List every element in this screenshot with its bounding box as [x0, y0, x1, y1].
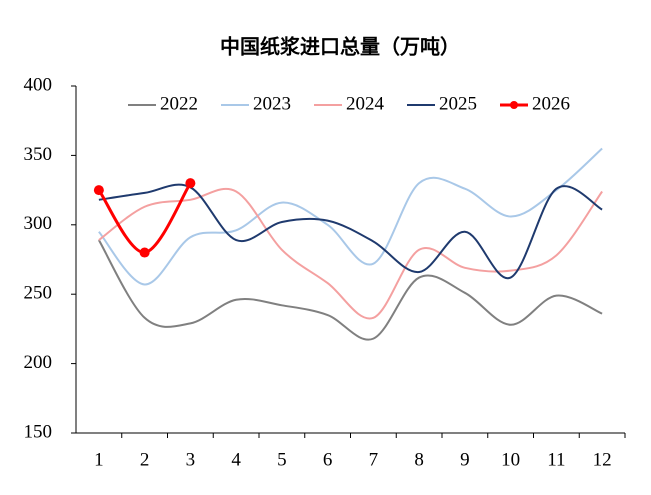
y-tick-label: 300 — [24, 213, 53, 234]
x-tick-label: 1 — [94, 449, 104, 470]
y-tick-label: 400 — [24, 74, 53, 95]
legend-label: 2024 — [346, 93, 385, 114]
y-tick-label: 200 — [24, 352, 53, 373]
y-tick-label: 250 — [24, 283, 53, 304]
series-line — [98, 183, 603, 280]
series-line — [98, 187, 603, 320]
y-tick-label: 350 — [24, 144, 53, 165]
legend-label: 2022 — [160, 93, 198, 114]
x-tick-label: 8 — [414, 449, 424, 470]
x-tick-label: 12 — [593, 449, 612, 470]
x-tick-label: 9 — [460, 449, 470, 470]
series-marker — [139, 247, 150, 258]
chart-title: 中国纸浆进口总量（万吨） — [220, 35, 460, 59]
x-tick-label: 6 — [323, 449, 333, 470]
legend-label: 2026 — [532, 93, 570, 114]
y-tick-label: 150 — [24, 421, 53, 442]
series-marker — [185, 178, 196, 189]
x-tick-label: 11 — [547, 449, 565, 470]
series-marker — [93, 185, 104, 196]
x-tick-label: 3 — [186, 449, 196, 470]
legend-label: 2025 — [439, 93, 477, 114]
legend-label: 2023 — [253, 93, 291, 114]
x-tick-label: 7 — [369, 449, 379, 470]
x-tick-label: 4 — [231, 449, 241, 470]
x-tick-label: 10 — [501, 449, 520, 470]
x-tick-label: 2 — [140, 449, 150, 470]
legend-marker — [510, 101, 518, 109]
series-line — [98, 239, 603, 341]
series-line — [98, 147, 603, 286]
x-tick-label: 5 — [277, 449, 287, 470]
